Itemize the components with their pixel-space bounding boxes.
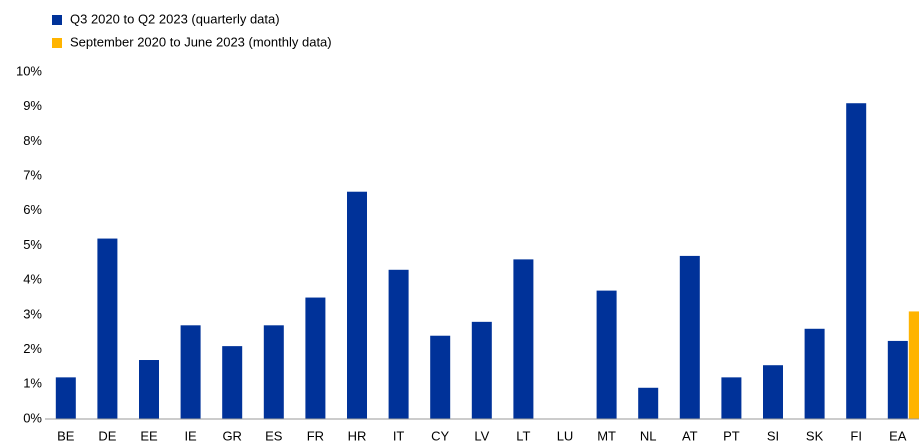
bar <box>846 103 867 419</box>
y-tick-label: 6% <box>23 202 42 217</box>
x-tick-label: EE <box>140 428 158 443</box>
x-tick-label: ES <box>265 428 283 443</box>
bar <box>180 325 201 419</box>
y-tick-label: 3% <box>23 306 42 321</box>
x-tick-label: DE <box>98 428 116 443</box>
bar <box>139 360 159 419</box>
x-tick-label: NL <box>640 428 657 443</box>
y-tick-label: 8% <box>23 133 42 148</box>
x-tick-label: BE <box>57 428 75 443</box>
y-tick-label: 10% <box>16 63 42 78</box>
x-tick-label: IE <box>184 428 197 443</box>
x-tick-label: PT <box>723 428 740 443</box>
x-tick-label: SI <box>767 428 779 443</box>
legend-label: September 2020 to June 2023 (monthly dat… <box>70 34 332 49</box>
legend-swatch <box>52 15 62 25</box>
x-tick-label: EA <box>889 428 907 443</box>
x-tick-label: FI <box>850 428 862 443</box>
bar <box>97 238 118 419</box>
bar <box>513 259 534 419</box>
x-tick-label: CY <box>431 428 449 443</box>
x-tick-label: LT <box>516 428 530 443</box>
bar <box>263 325 284 419</box>
bar <box>222 346 243 419</box>
legend-swatch <box>52 38 62 48</box>
x-tick-label: GR <box>222 428 242 443</box>
x-tick-label: SK <box>806 428 824 443</box>
bar <box>679 255 700 419</box>
bar <box>55 377 76 419</box>
bar <box>596 290 617 419</box>
y-tick-label: 4% <box>23 272 42 287</box>
bar <box>388 269 409 419</box>
y-tick-label: 1% <box>23 376 42 391</box>
bar <box>721 377 742 419</box>
y-tick-label: 2% <box>23 341 42 356</box>
bar <box>638 387 659 419</box>
y-tick-label: 9% <box>23 98 42 113</box>
bar <box>763 365 783 419</box>
bar <box>887 340 908 419</box>
x-tick-label: MT <box>597 428 616 443</box>
bar <box>305 297 326 419</box>
x-tick-label: AT <box>682 428 698 443</box>
y-tick-label: 7% <box>23 168 42 183</box>
legend-label: Q3 2020 to Q2 2023 (quarterly data) <box>70 11 280 26</box>
x-tick-label: LV <box>474 428 489 443</box>
bar <box>430 335 451 419</box>
bar <box>347 191 367 419</box>
x-tick-label: IT <box>393 428 405 443</box>
x-tick-label: HR <box>348 428 367 443</box>
x-tick-label: FR <box>307 428 324 443</box>
bar <box>804 328 825 419</box>
y-tick-label: 0% <box>23 410 42 425</box>
bar <box>471 321 492 419</box>
y-tick-label: 5% <box>23 237 42 252</box>
bar <box>908 311 919 419</box>
x-tick-label: LU <box>557 428 574 443</box>
